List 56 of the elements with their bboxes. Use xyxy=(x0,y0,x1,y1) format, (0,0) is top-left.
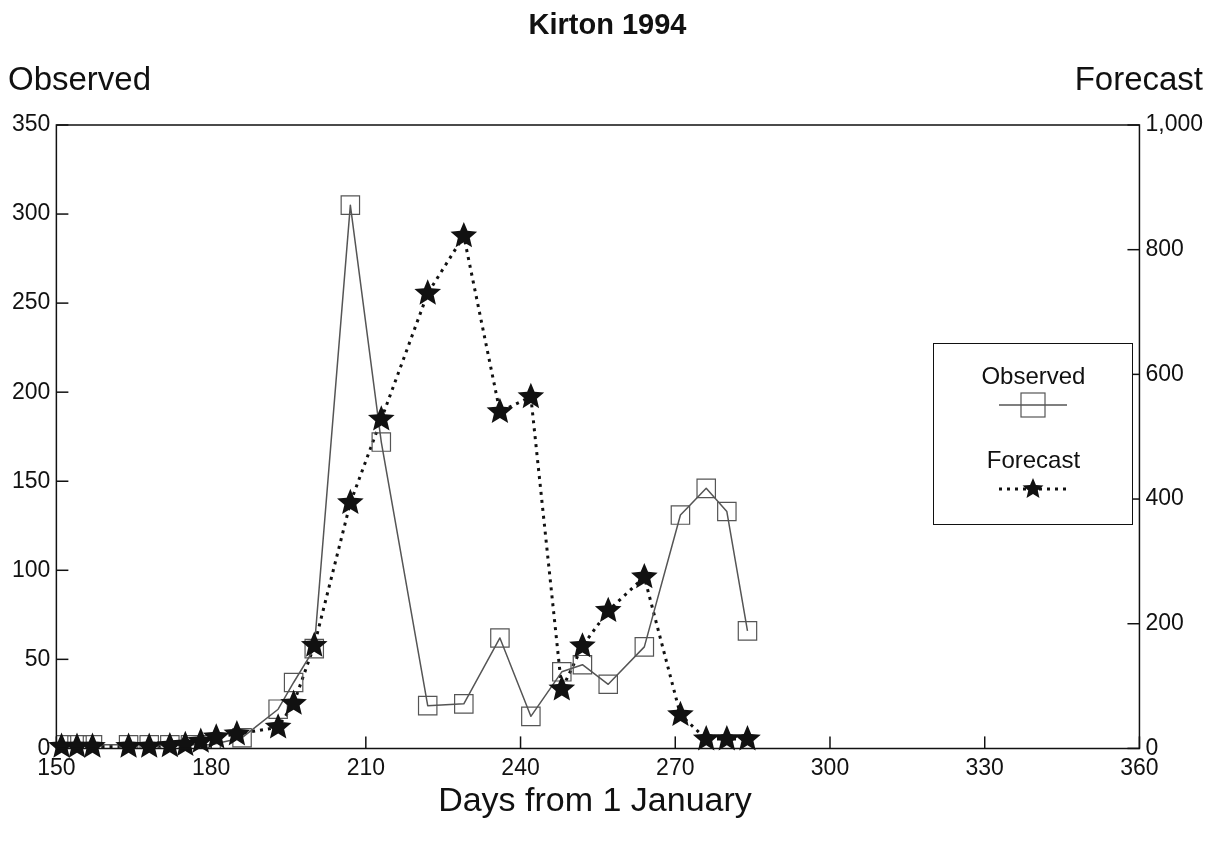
x-tick-label: 180 xyxy=(191,753,231,780)
y2-axis-title: Forecast xyxy=(1074,60,1203,98)
y2-tick-label: 1,000 xyxy=(1145,110,1204,137)
point xyxy=(115,732,142,758)
point xyxy=(667,700,694,727)
y-axis-title: Observed xyxy=(8,60,152,98)
point xyxy=(490,628,510,648)
y2-tick-label: 400 xyxy=(1145,484,1184,511)
point xyxy=(450,221,478,248)
x-tick-label: 270 xyxy=(656,753,695,780)
y-tick-label: 350 xyxy=(12,110,51,137)
point xyxy=(594,596,622,622)
y-tick-label: 150 xyxy=(12,466,51,493)
point xyxy=(521,706,541,727)
point xyxy=(598,674,619,695)
point xyxy=(486,397,514,424)
point xyxy=(223,720,251,746)
x-tick-label: 300 xyxy=(810,753,850,780)
point xyxy=(280,689,307,715)
point xyxy=(283,672,304,693)
point xyxy=(371,432,392,452)
point xyxy=(202,723,230,749)
point xyxy=(367,405,395,431)
y-tick-label: 300 xyxy=(12,199,51,226)
point xyxy=(696,478,717,499)
point xyxy=(670,505,691,525)
y-tick-label: 250 xyxy=(12,288,51,315)
point xyxy=(631,562,658,589)
x-tick-label: 210 xyxy=(346,753,386,780)
legend: Observed Forecast xyxy=(933,343,1134,526)
point xyxy=(548,675,576,701)
y2-tick-label: 800 xyxy=(1145,235,1184,262)
point xyxy=(552,662,572,682)
point xyxy=(454,694,474,714)
point xyxy=(737,621,758,641)
point xyxy=(569,632,596,658)
point xyxy=(717,501,737,522)
point xyxy=(734,725,761,751)
point xyxy=(572,654,593,675)
point xyxy=(414,279,442,305)
x-axis-title: Days from 1 January xyxy=(437,780,753,819)
y-tick-label: 50 xyxy=(24,644,51,671)
point xyxy=(340,195,361,215)
y2-tick-label: 600 xyxy=(1145,359,1184,386)
point xyxy=(337,488,364,515)
point xyxy=(634,637,655,657)
y2-tick-label: 200 xyxy=(1145,609,1184,636)
y-tick-label: 100 xyxy=(12,555,51,582)
y-tick-label: 200 xyxy=(12,377,51,404)
chart-title: Kirton 1994 xyxy=(527,8,688,41)
point xyxy=(300,631,328,657)
point xyxy=(264,713,292,739)
x-tick-label: 330 xyxy=(965,753,1004,780)
point xyxy=(417,695,438,716)
point xyxy=(517,382,545,409)
x-tick-label: 240 xyxy=(501,753,540,780)
